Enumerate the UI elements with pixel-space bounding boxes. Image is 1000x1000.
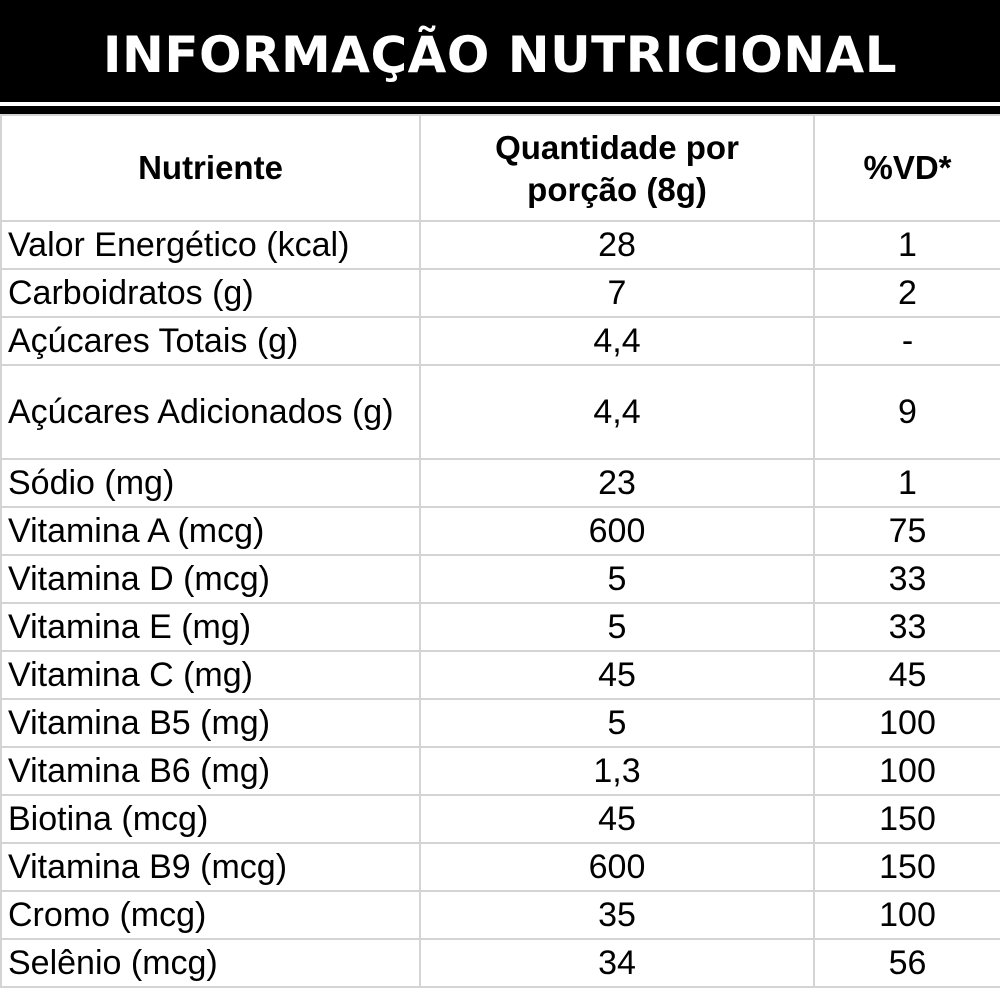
nutrient-name: Sódio (mg)	[0, 458, 421, 508]
nutrient-vd: 33	[813, 602, 1000, 652]
nutrient-quantity: 45	[419, 650, 815, 700]
page-title: INFORMAÇÃO NUTRICIONAL	[102, 26, 898, 84]
nutrient-vd: 45	[813, 650, 1000, 700]
nutrient-vd: 56	[813, 938, 1000, 988]
nutrient-vd: 1	[813, 220, 1000, 270]
nutrient-quantity: 7	[419, 268, 815, 318]
table-row: Vitamina D (mcg) 5 33	[0, 554, 1000, 604]
column-header-vd: %VD*	[813, 114, 1000, 222]
nutrient-name: Açúcares Totais (g)	[0, 316, 421, 366]
table-body: Valor Energético (kcal) 28 1 Carboidrato…	[0, 220, 1000, 988]
nutrient-quantity: 45	[419, 794, 815, 844]
nutrient-name: Cromo (mcg)	[0, 890, 421, 940]
table-row: Vitamina B6 (mg) 1,3 100	[0, 746, 1000, 796]
nutrient-vd: 100	[813, 746, 1000, 796]
nutrient-name: Vitamina A (mcg)	[0, 506, 421, 556]
nutrient-quantity: 1,3	[419, 746, 815, 796]
nutrient-vd: 33	[813, 554, 1000, 604]
table-row: Selênio (mcg) 34 56	[0, 938, 1000, 988]
nutrient-vd: 9	[813, 364, 1000, 460]
nutrition-table: Nutriente Quantidade por porção (8g) %VD…	[0, 114, 1000, 988]
table-row: Sódio (mg) 23 1	[0, 458, 1000, 508]
nutrient-name: Vitamina E (mg)	[0, 602, 421, 652]
table-row: Vitamina B9 (mcg) 600 150	[0, 842, 1000, 892]
nutrient-name: Vitamina B6 (mg)	[0, 746, 421, 796]
nutrient-quantity: 5	[419, 602, 815, 652]
table-row: Carboidratos (g) 7 2	[0, 268, 1000, 318]
nutrient-vd: 100	[813, 890, 1000, 940]
column-header-quantity-line1: Quantidade por	[495, 129, 739, 166]
column-header-nutrient: Nutriente	[0, 114, 421, 222]
nutrient-quantity: 600	[419, 842, 815, 892]
nutrient-name: Vitamina B5 (mg)	[0, 698, 421, 748]
nutrient-name: Biotina (mcg)	[0, 794, 421, 844]
header-row: Nutriente Quantidade por porção (8g) %VD…	[0, 114, 1000, 222]
nutrient-quantity: 34	[419, 938, 815, 988]
nutrient-quantity: 4,4	[419, 364, 815, 460]
table-row: Vitamina C (mg) 45 45	[0, 650, 1000, 700]
table-row: Biotina (mcg) 45 150	[0, 794, 1000, 844]
nutrient-vd: 75	[813, 506, 1000, 556]
nutrient-vd: 150	[813, 794, 1000, 844]
column-header-quantity: Quantidade por porção (8g)	[419, 114, 815, 222]
nutrient-name: Vitamina D (mcg)	[0, 554, 421, 604]
nutrient-vd: 100	[813, 698, 1000, 748]
table-row: Vitamina E (mg) 5 33	[0, 602, 1000, 652]
nutrient-quantity: 600	[419, 506, 815, 556]
table-row: Açúcares Adicionados (g) 4,4 9	[0, 364, 1000, 460]
nutrient-vd: 2	[813, 268, 1000, 318]
nutrient-name: Açúcares Adicionados (g)	[0, 364, 421, 460]
table-row: Cromo (mcg) 35 100	[0, 890, 1000, 940]
table-header: Nutriente Quantidade por porção (8g) %VD…	[0, 114, 1000, 222]
nutrient-name: Selênio (mcg)	[0, 938, 421, 988]
nutrient-name: Valor Energético (kcal)	[0, 220, 421, 270]
table-row: Valor Energético (kcal) 28 1	[0, 220, 1000, 270]
nutrient-name: Carboidratos (g)	[0, 268, 421, 318]
title-divider	[0, 102, 1000, 106]
title-bar: INFORMAÇÃO NUTRICIONAL	[0, 0, 1000, 102]
nutrient-quantity: 5	[419, 698, 815, 748]
nutrient-quantity: 4,4	[419, 316, 815, 366]
table-row: Açúcares Totais (g) 4,4 -	[0, 316, 1000, 366]
nutrient-name: Vitamina B9 (mcg)	[0, 842, 421, 892]
nutrient-vd: -	[813, 316, 1000, 366]
nutrient-quantity: 5	[419, 554, 815, 604]
table-row: Vitamina B5 (mg) 5 100	[0, 698, 1000, 748]
nutrient-vd: 1	[813, 458, 1000, 508]
nutrient-vd: 150	[813, 842, 1000, 892]
nutrient-quantity: 23	[419, 458, 815, 508]
table-row: Vitamina A (mcg) 600 75	[0, 506, 1000, 556]
nutrition-table-container: Nutriente Quantidade por porção (8g) %VD…	[0, 114, 1000, 1000]
column-header-quantity-line2: porção (8g)	[527, 171, 707, 208]
nutrient-name: Vitamina C (mg)	[0, 650, 421, 700]
nutrient-quantity: 28	[419, 220, 815, 270]
nutrient-quantity: 35	[419, 890, 815, 940]
